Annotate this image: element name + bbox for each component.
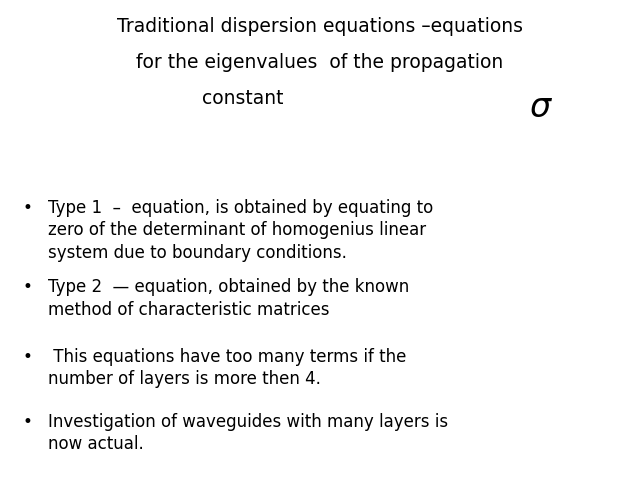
Text: •: •: [22, 413, 32, 431]
Text: σ: σ: [530, 91, 552, 124]
Text: •: •: [22, 199, 32, 217]
Text: constant: constant: [202, 89, 284, 108]
Text: Investigation of waveguides with many layers is
now actual.: Investigation of waveguides with many la…: [48, 413, 448, 453]
Text: •: •: [22, 348, 32, 366]
Text: This equations have too many terms if the
number of layers is more then 4.: This equations have too many terms if th…: [48, 348, 406, 388]
Text: •: •: [22, 278, 32, 297]
Text: Traditional dispersion equations –equations: Traditional dispersion equations –equati…: [117, 17, 523, 36]
Text: Type 2  — equation, obtained by the known
method of characteristic matrices: Type 2 — equation, obtained by the known…: [48, 278, 409, 319]
Text: Type 1  –  equation, is obtained by equating to
zero of the determinant of homog: Type 1 – equation, is obtained by equati…: [48, 199, 433, 262]
Text: for the eigenvalues  of the propagation: for the eigenvalues of the propagation: [136, 53, 504, 72]
